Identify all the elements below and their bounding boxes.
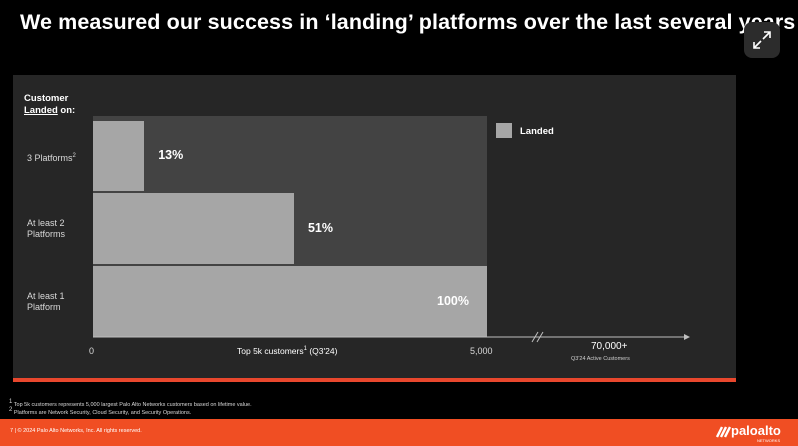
x-axis-title: Top 5k customers1 (Q3'24) [237, 346, 337, 356]
footnote-2-text: Platforms are Network Security, Cloud Se… [12, 409, 192, 416]
expand-button[interactable] [744, 22, 780, 58]
x-axis-break-mark-2 [536, 331, 544, 343]
x-axis-title-text: Top 5k customers [237, 346, 304, 356]
active-customers-value: 70,000+ [591, 341, 628, 352]
active-customers-label: Q3'24 Active Customers [571, 356, 630, 362]
data-label-1: 13% [158, 148, 184, 162]
bar-2 [93, 193, 294, 264]
y-axis-title: Customer Landed on: [24, 93, 75, 117]
category-label-sup: 2 [72, 152, 76, 159]
expand-arrows-icon [753, 31, 771, 49]
legend-label: Landed [520, 126, 554, 137]
legend-swatch [496, 123, 512, 138]
footer-bar: 7 | © 2024 Palo Alto Networks, Inc. All … [0, 419, 798, 446]
data-label-3: 100% [437, 293, 469, 308]
category-label-line: Platform [27, 301, 61, 312]
y-axis-title-underlined: Landed [24, 105, 58, 116]
footnote-1-sup: 1 [9, 399, 13, 405]
x-axis-break-mark-1 [531, 331, 539, 343]
logo-text: paloalto [731, 423, 781, 438]
paloalto-logo-icon [715, 426, 732, 438]
paloalto-logo: paloalto NETWORKS [715, 423, 781, 443]
footnote-1-text: Top 5k customers represents 5,000 larges… [12, 401, 252, 408]
footnote-1: 1 Top 5k customers represents 5,000 larg… [9, 399, 252, 408]
accent-divider [13, 378, 736, 382]
category-label-2: At least 2 Platforms [27, 218, 65, 240]
logo-tm: NETWORKS [757, 438, 781, 443]
category-label-line: At least 1 [27, 290, 65, 301]
x-axis-title-sup: 1 [303, 346, 307, 353]
data-label-2: 51% [307, 220, 333, 235]
footnote-2: 2 Platforms are Network Security, Cloud … [9, 407, 191, 416]
category-label-3: At least 1 Platform [27, 291, 65, 313]
y-axis-title-line1: Customer [24, 93, 69, 104]
slide-title: We measured our success in ‘landing’ pla… [20, 10, 796, 34]
x-tick-0: 0 [89, 346, 95, 356]
category-label-1: 3 Platforms2 [27, 151, 76, 164]
bar-1 [93, 121, 145, 191]
category-label-line: At least 2 [27, 217, 65, 228]
copyright-text: 7 | © 2024 Palo Alto Networks, Inc. All … [10, 428, 142, 434]
category-label-line: Platforms [27, 228, 66, 239]
y-axis-title-rest: on: [57, 105, 76, 116]
footnote-2-sup: 2 [9, 407, 13, 413]
x-axis-title-suffix: (Q3'24) [306, 346, 338, 356]
x-axis-arrow-icon [684, 334, 690, 340]
bar-3 [93, 266, 487, 337]
category-label-line: 3 Platforms [27, 152, 73, 163]
x-tick-5000: 5,000 [470, 346, 493, 356]
